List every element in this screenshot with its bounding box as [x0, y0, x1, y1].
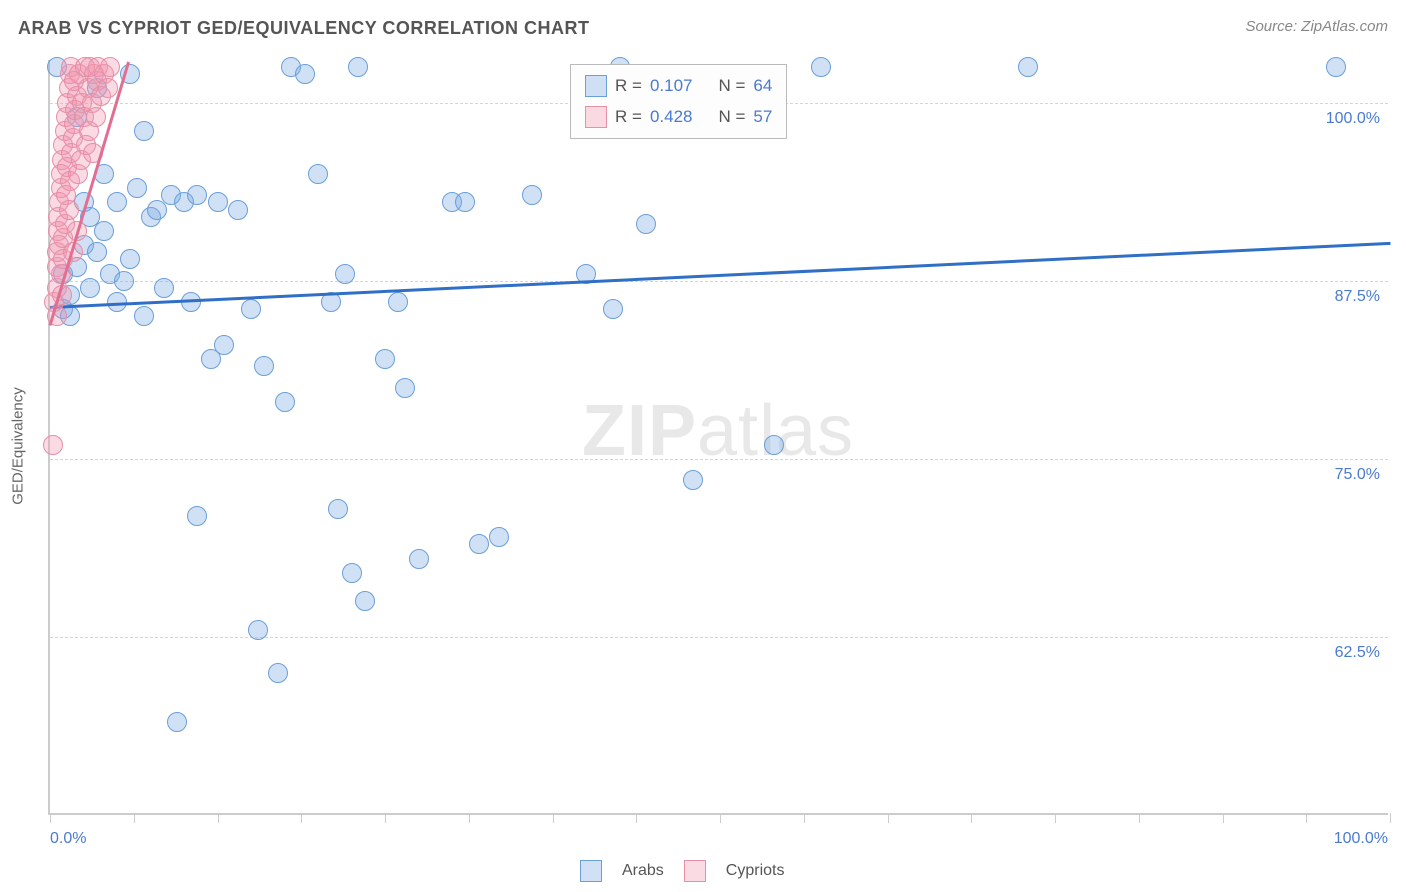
data-point: [335, 264, 355, 284]
data-point: [80, 278, 100, 298]
data-point: [455, 192, 475, 212]
r-label: R =: [615, 71, 642, 102]
y-tick-label: 87.5%: [1335, 288, 1380, 306]
data-point: [127, 178, 147, 198]
data-point: [683, 470, 703, 490]
x-tick: [553, 813, 554, 823]
chart-title: ARAB VS CYPRIOT GED/EQUIVALENCY CORRELAT…: [18, 18, 590, 39]
data-point: [375, 349, 395, 369]
data-point: [86, 107, 106, 127]
legend-swatch: [585, 106, 607, 128]
x-tick: [636, 813, 637, 823]
data-point: [1326, 57, 1346, 77]
data-point: [187, 506, 207, 526]
data-point: [59, 200, 79, 220]
trendline: [50, 242, 1390, 309]
data-point: [395, 378, 415, 398]
chart-container: ARAB VS CYPRIOT GED/EQUIVALENCY CORRELAT…: [0, 0, 1406, 892]
data-point: [636, 214, 656, 234]
legend-label: Cypriots: [726, 862, 785, 880]
n-value: 64: [753, 71, 772, 102]
data-point: [87, 242, 107, 262]
data-point: [342, 563, 362, 583]
x-tick: [301, 813, 302, 823]
x-tick: [1055, 813, 1056, 823]
data-point: [811, 57, 831, 77]
data-point: [114, 271, 134, 291]
data-point: [241, 299, 261, 319]
data-point: [469, 534, 489, 554]
data-point: [764, 435, 784, 455]
data-point: [295, 64, 315, 84]
gridline: [50, 281, 1388, 282]
r-value: 0.107: [650, 71, 693, 102]
data-point: [120, 249, 140, 269]
r-value: 0.428: [650, 102, 693, 133]
data-point: [254, 356, 274, 376]
legend-swatch: [684, 860, 706, 882]
x-tick: [218, 813, 219, 823]
n-label: N =: [718, 71, 745, 102]
x-tick: [469, 813, 470, 823]
data-point: [98, 78, 118, 98]
x-tick: [1139, 813, 1140, 823]
x-max-label: 100.0%: [1334, 830, 1388, 848]
x-tick: [134, 813, 135, 823]
data-point: [275, 392, 295, 412]
legend-series: Arabs Cypriots: [580, 860, 784, 882]
x-tick: [50, 813, 51, 823]
data-point: [154, 278, 174, 298]
data-point: [388, 292, 408, 312]
y-tick-label: 62.5%: [1335, 644, 1380, 662]
data-point: [328, 499, 348, 519]
data-point: [603, 299, 623, 319]
data-point: [167, 712, 187, 732]
data-point: [100, 57, 120, 77]
data-point: [134, 121, 154, 141]
data-point: [308, 164, 328, 184]
gridline: [50, 459, 1388, 460]
r-label: R =: [615, 102, 642, 133]
legend-stat-row: R = 0.107 N = 64: [585, 71, 772, 102]
x-tick: [1390, 813, 1391, 823]
legend-stat-row: R = 0.428 N = 57: [585, 102, 772, 133]
x-tick: [888, 813, 889, 823]
x-tick: [804, 813, 805, 823]
legend-swatch: [580, 860, 602, 882]
y-axis-label: GED/Equivalency: [10, 387, 27, 505]
x-tick: [385, 813, 386, 823]
x-tick: [1223, 813, 1224, 823]
n-label: N =: [718, 102, 745, 133]
chart-header: ARAB VS CYPRIOT GED/EQUIVALENCY CORRELAT…: [18, 18, 1388, 39]
data-point: [107, 192, 127, 212]
data-point: [214, 335, 234, 355]
data-point: [355, 591, 375, 611]
y-tick-label: 100.0%: [1326, 110, 1380, 128]
data-point: [43, 435, 63, 455]
y-tick-label: 75.0%: [1335, 466, 1380, 484]
legend-label: Arabs: [622, 862, 664, 880]
x-tick: [720, 813, 721, 823]
data-point: [228, 200, 248, 220]
legend-stats: R = 0.107 N = 64 R = 0.428 N = 57: [570, 64, 787, 139]
data-point: [248, 620, 268, 640]
data-point: [522, 185, 542, 205]
source-label: Source: ZipAtlas.com: [1245, 18, 1388, 35]
x-min-label: 0.0%: [50, 830, 86, 848]
data-point: [187, 185, 207, 205]
data-point: [409, 549, 429, 569]
data-point: [348, 57, 368, 77]
data-point: [268, 663, 288, 683]
data-point: [1018, 57, 1038, 77]
legend-swatch: [585, 75, 607, 97]
data-point: [134, 306, 154, 326]
x-tick: [1306, 813, 1307, 823]
data-point: [208, 192, 228, 212]
n-value: 57: [753, 102, 772, 133]
data-point: [489, 527, 509, 547]
data-point: [94, 221, 114, 241]
x-tick: [971, 813, 972, 823]
plot-area: ZIPatlas 100.0%87.5%75.0%62.5%0.0%100.0%: [48, 60, 1388, 815]
